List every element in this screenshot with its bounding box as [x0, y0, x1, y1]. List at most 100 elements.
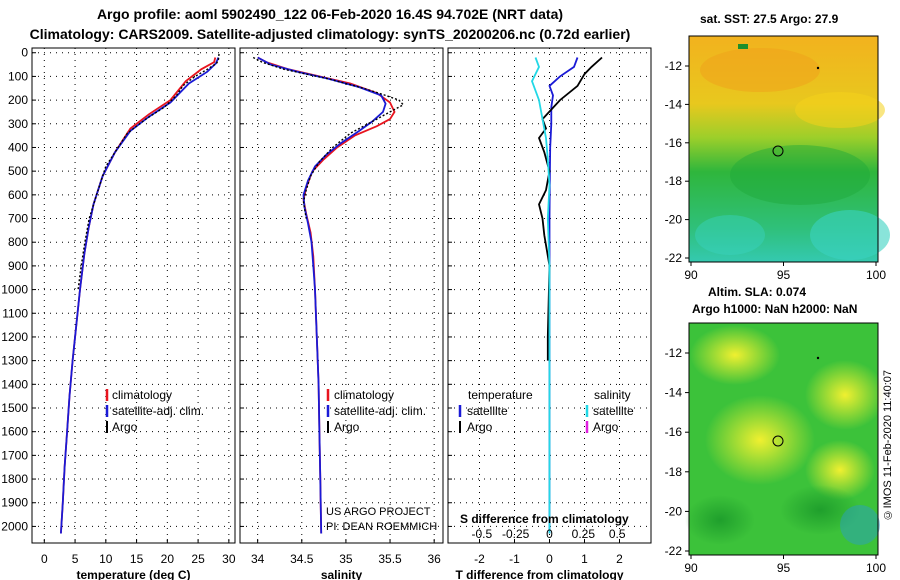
legend-label-argo: Argo — [112, 420, 138, 434]
sst-map-y-tick-label: -12 — [665, 59, 683, 73]
imos-credit: ©IMOS 11-Feb-2020 11:40:07 — [882, 370, 894, 521]
depth-tick-label: 1800 — [1, 472, 28, 486]
depth-tick-label: 1300 — [1, 354, 28, 368]
temperature-panel-frame — [31, 47, 236, 544]
series-climatology — [257, 56, 396, 534]
legend-title-temperature: temperature — [468, 388, 533, 402]
legend-label-temp-satellite: satellite — [467, 404, 508, 418]
x-tick-label: 30 — [222, 552, 236, 566]
sla-map-subtitle: Argo h1000: NaN h2000: NaN — [692, 302, 857, 316]
legend-label-sal-satellite: satellite — [593, 404, 634, 418]
x2-tick-label: -0.5 — [471, 527, 492, 541]
s-difference-label: S difference from climatology — [460, 512, 629, 526]
x-tick-label: 2 — [616, 552, 623, 566]
x-tick-label: 0 — [41, 552, 48, 566]
salinity-panel-frame — [239, 47, 444, 544]
depth-tick-label: 200 — [8, 93, 28, 107]
sla-map-y-tick-label: -12 — [665, 346, 683, 360]
sla-map-title: Altim. SLA: 0.074 — [708, 285, 806, 299]
series-satellite-adj-clim- — [60, 57, 220, 534]
depth-tick-label: 1500 — [1, 401, 28, 415]
x2-tick-label: 0.5 — [609, 527, 626, 541]
depth-tick-label: 500 — [8, 164, 28, 178]
depth-tick-label: 1100 — [2, 306, 28, 320]
depth-tick-label: 600 — [8, 188, 28, 202]
legend-label-climatology: climatology — [334, 388, 394, 402]
x-tick-label: 5 — [72, 552, 79, 566]
x-axis-label: temperature (deg C) — [76, 568, 190, 580]
sla-map-y-tick-label: -20 — [665, 504, 683, 518]
argo-location-marker — [772, 435, 784, 447]
x-tick-label: 15 — [130, 552, 144, 566]
x-tick-label: -1 — [509, 552, 520, 566]
depth-tick-label: 1400 — [1, 377, 28, 391]
depth-tick-label: 1200 — [1, 330, 28, 344]
depth-tick-label: 900 — [8, 259, 28, 273]
depth-tick-label: 300 — [8, 117, 28, 131]
sst-map-x-tick-label: 90 — [684, 268, 698, 282]
sst-map-y-tick-label: -16 — [665, 136, 683, 150]
title-line-1: Argo profile: aoml 5902490_122 06-Feb-20… — [96, 6, 564, 22]
depth-tick-label: 100 — [8, 69, 28, 83]
sst-map-x-tick-label: 100 — [866, 268, 886, 282]
sst-map: sat. SST: 27.5 Argo: 27.9 90 95 100 -12 -14 -… — [665, 12, 890, 282]
x2-tick-label: 0.25 — [572, 527, 596, 541]
legend-label-climatology: climatology — [112, 388, 172, 402]
x-tick-label: 0 — [546, 552, 553, 566]
sst-map-y-tick-label: -14 — [665, 97, 683, 111]
x-tick-label: 34 — [251, 552, 265, 566]
x2-tick-label: -0.25 — [502, 527, 530, 541]
depth-tick-label: 800 — [8, 235, 28, 249]
sla-map-y-tick-label: -14 — [665, 386, 683, 400]
sst-map-title: sat. SST: 27.5 Argo: 27.9 — [700, 12, 839, 26]
x-tick-label: 35.5 — [378, 552, 402, 566]
legend-label-temp-argo: Argo — [467, 420, 493, 434]
depth-tick-label: 1700 — [1, 448, 28, 462]
argo-location-marker — [772, 145, 784, 157]
x-tick-label: 34.5 — [290, 552, 314, 566]
depth-tick-label: 700 — [8, 212, 28, 226]
temperature-legend: climatology satellite-adj. clim. Argo — [105, 388, 204, 434]
series-temperature-argo — [537, 56, 603, 361]
legend-label-sal-argo: Argo — [593, 420, 619, 434]
x-tick-label: 1 — [581, 552, 588, 566]
sst-map-y-tick-label: -20 — [665, 213, 683, 227]
legend-label-argo: Argo — [334, 420, 360, 434]
depth-tick-label: 0 — [21, 46, 28, 60]
sst-map-y-tick-label: -22 — [665, 251, 683, 265]
series-satellite-adj-clim- — [257, 56, 387, 534]
depth-tick-label: 400 — [8, 140, 28, 154]
depth-tick-label: 1900 — [1, 496, 28, 510]
sla-map-y-tick-label: -18 — [665, 465, 683, 479]
sst-map-y-tick-label: -18 — [665, 174, 683, 188]
x-axis-label: T difference from climatology — [455, 568, 623, 580]
x2-tick-label: 0 — [546, 527, 553, 541]
x-tick-label: 36 — [427, 552, 441, 566]
x-axis-label: salinity — [321, 568, 363, 580]
sst-map-x-tick-label: 95 — [777, 268, 791, 282]
x-tick-label: 20 — [161, 552, 175, 566]
legend-title-salinity: salinity — [594, 388, 631, 402]
sla-map-x-tick-label: 95 — [777, 561, 791, 575]
series-temperature-satellite — [548, 57, 579, 534]
depth-tick-label: 1000 — [1, 283, 28, 297]
series-climatology — [60, 57, 217, 534]
depth-tick-label: 2000 — [1, 519, 28, 533]
series-argo — [252, 56, 405, 219]
salinity-legend: climatology satellite-adj. clim. Argo US… — [326, 388, 437, 533]
legend-label-satellite: satellite-adj. clim. — [334, 404, 426, 418]
x-tick-label: 35 — [339, 552, 353, 566]
series-salinity-satellite — [531, 57, 551, 534]
depth-tick-label: 1600 — [1, 425, 28, 439]
project-annotation: US ARGO PROJECT — [326, 506, 431, 518]
pi-annotation: PI: DEAN ROEMMICH — [326, 521, 437, 533]
title-line-2: Climatology: CARS2009. Satellite-adjuste… — [29, 26, 631, 42]
sla-map-y-tick-label: -22 — [665, 544, 683, 558]
sla-map-x-tick-label: 100 — [866, 561, 886, 575]
series-argo — [77, 53, 220, 290]
x-tick-label: -2 — [474, 552, 485, 566]
sla-map-x-tick-label: 90 — [684, 561, 698, 575]
difference-legend: temperature satellite Argo salinity sate… — [458, 388, 634, 526]
x-tick-label: 25 — [191, 552, 205, 566]
